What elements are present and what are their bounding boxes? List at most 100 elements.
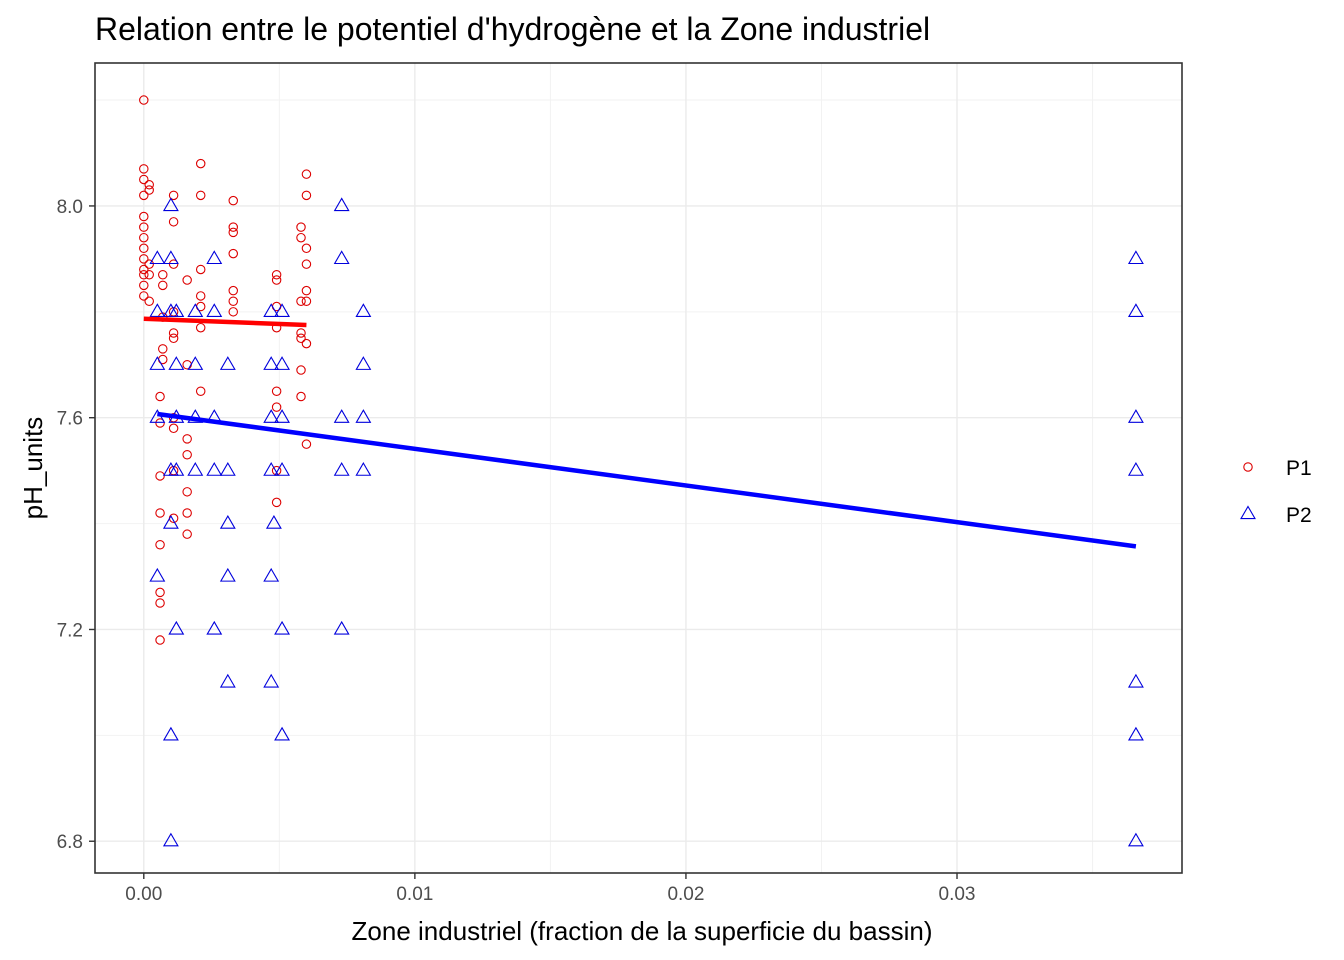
point-p2 (187, 356, 204, 370)
point-p2 (333, 462, 350, 476)
point-p2 (1127, 303, 1144, 317)
point-p1 (182, 275, 192, 285)
point-p1 (182, 508, 192, 518)
point-p2 (168, 356, 185, 370)
point-p1 (301, 190, 312, 201)
point-p1 (155, 391, 165, 402)
point-p1 (195, 291, 206, 301)
point-p1 (155, 471, 165, 481)
y-axis-title: pH_units (18, 417, 48, 520)
point-p2 (274, 620, 290, 635)
point-p1 (301, 169, 312, 179)
point-p1 (139, 254, 149, 264)
point-p1 (168, 190, 179, 201)
y-axis-ticks: 6.8 7.2 7.6 8.0 (57, 197, 95, 853)
point-p1 (158, 270, 168, 280)
legend-label-p2: P2 (1286, 504, 1312, 527)
point-p1 (139, 222, 149, 232)
trend-lines (143, 316, 1137, 549)
point-p1 (139, 211, 149, 222)
point-p1 (158, 344, 168, 354)
point-p2 (274, 726, 290, 741)
point-p2 (263, 462, 280, 476)
point-p1 (296, 365, 306, 375)
point-p1 (139, 291, 149, 301)
point-p1 (139, 164, 149, 174)
x-tick-label: 0.03 (939, 884, 976, 905)
point-p1 (195, 386, 206, 396)
point-p2 (149, 356, 166, 370)
x-tick-label: 0.02 (667, 884, 704, 905)
point-p2 (168, 620, 185, 635)
point-p1 (158, 280, 168, 291)
point-p2 (162, 250, 179, 265)
point-p2 (355, 409, 372, 423)
point-p1 (296, 333, 306, 344)
point-p1 (139, 95, 149, 105)
point-p1 (168, 259, 179, 269)
point-p2 (274, 462, 290, 476)
point-p2 (219, 462, 236, 476)
point-p1 (144, 259, 154, 269)
point-p2 (206, 620, 223, 635)
point-p1 (271, 402, 282, 412)
chart-title: Relation entre le potentiel d'hydrogène … (95, 11, 930, 47)
point-p1 (155, 598, 165, 608)
point-p1 (155, 540, 165, 550)
point-p2 (162, 726, 179, 741)
x-tick-label: 0.00 (125, 884, 162, 905)
legend-key-p1 (1243, 462, 1253, 472)
y-tick-label: 7.6 (57, 409, 83, 430)
point-p1 (301, 338, 312, 349)
point-p2 (206, 250, 223, 265)
point-p2 (162, 832, 179, 847)
point-p2 (355, 356, 372, 370)
point-p1 (139, 243, 149, 254)
legend-key-p2 (1240, 505, 1256, 520)
point-p1 (182, 487, 192, 497)
point-p2 (168, 303, 185, 317)
point-p1 (139, 264, 149, 275)
point-p1 (271, 497, 282, 508)
point-p2 (149, 250, 166, 265)
point-p2 (263, 673, 280, 688)
point-p2 (1127, 409, 1144, 423)
point-p1 (155, 587, 165, 598)
point-p2 (355, 303, 372, 317)
point-p2 (219, 567, 236, 582)
point-p1 (168, 217, 179, 227)
plot-border (94, 62, 1183, 874)
point-p2 (187, 409, 204, 423)
point-p1 (301, 439, 312, 449)
point-p1 (296, 296, 306, 306)
trend-line-p2 (157, 411, 1137, 549)
point-p2 (1127, 726, 1144, 741)
point-p1 (301, 243, 312, 254)
point-p2 (333, 197, 350, 212)
point-p1 (296, 222, 306, 232)
point-p1 (155, 418, 165, 428)
point-p1 (296, 328, 306, 338)
point-p1 (195, 158, 206, 169)
point-p1 (182, 529, 192, 539)
y-tick-label: 6.8 (57, 832, 83, 853)
point-p2 (263, 409, 280, 423)
y-tick-label: 7.2 (57, 620, 83, 641)
point-p2 (149, 303, 166, 317)
point-p1 (296, 391, 306, 402)
point-p1 (301, 259, 312, 269)
point-p2 (333, 620, 350, 635)
point-p1 (301, 296, 312, 306)
point-p1 (228, 307, 238, 317)
point-p2 (206, 462, 223, 476)
point-p2 (187, 303, 204, 317)
point-p2 (219, 356, 236, 370)
x-axis-title: Zone industriel (fraction de la superfic… (352, 916, 933, 946)
point-p1 (301, 285, 312, 296)
point-p2 (274, 356, 290, 370)
point-p2 (1127, 832, 1144, 847)
point-p2 (1127, 673, 1144, 688)
point-p1 (296, 232, 306, 243)
plot-background (95, 63, 1182, 873)
